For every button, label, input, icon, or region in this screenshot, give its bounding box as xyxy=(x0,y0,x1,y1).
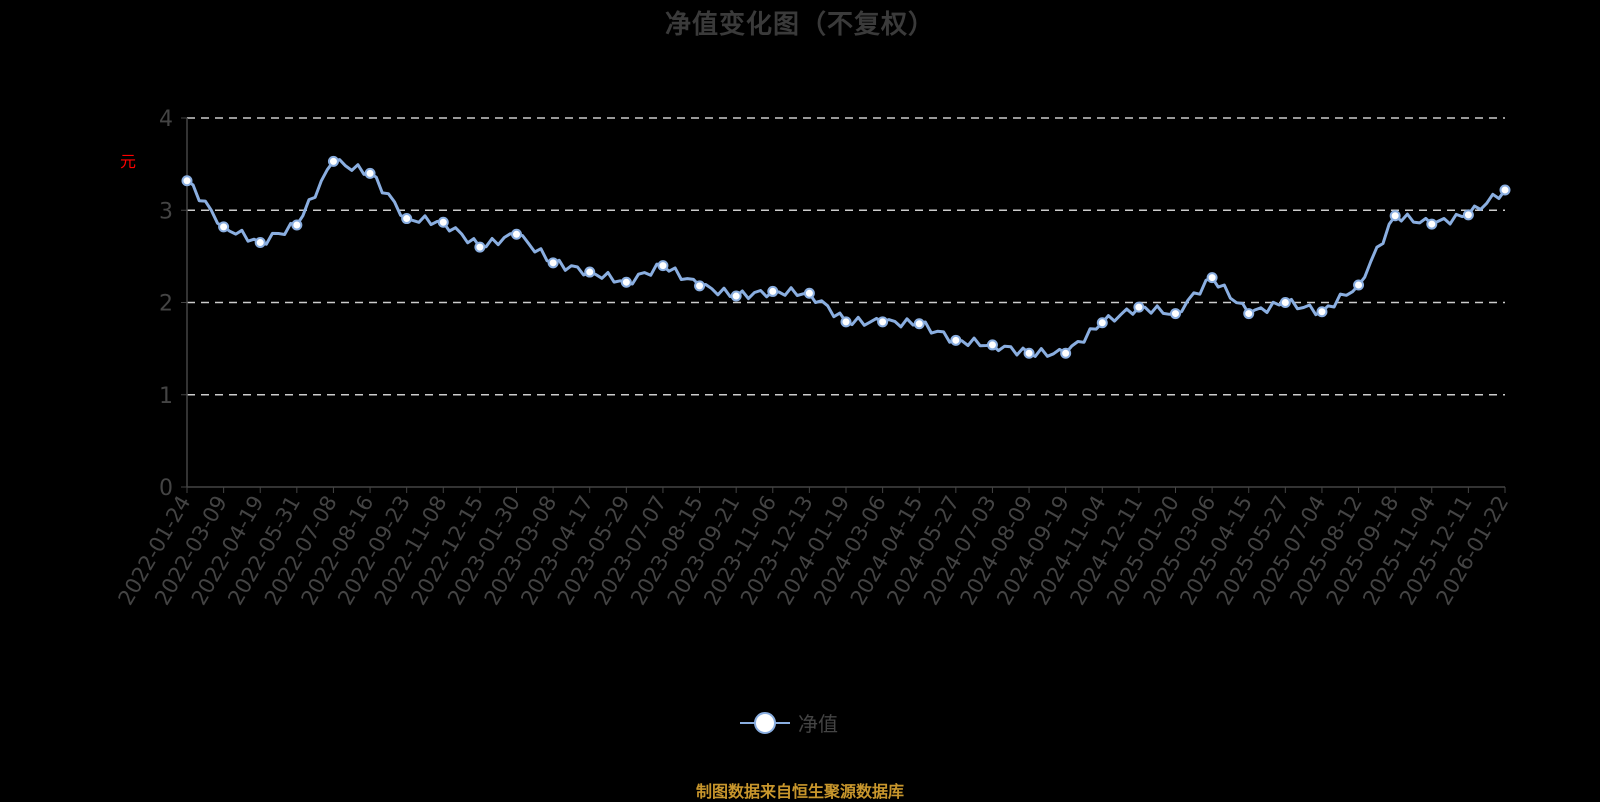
data-point-marker[interactable] xyxy=(1279,297,1291,308)
data-point-marker[interactable] xyxy=(730,290,742,302)
y-axis: 0 1 2 3 4 xyxy=(159,107,188,501)
data-point-marker[interactable] xyxy=(584,266,596,278)
data-point-marker[interactable] xyxy=(1462,209,1474,221)
data-point-marker[interactable] xyxy=(1133,301,1145,313)
grid-lines xyxy=(187,117,1505,396)
data-point-marker[interactable] xyxy=(950,334,962,346)
data-point-marker[interactable] xyxy=(401,213,413,225)
data-point-marker[interactable] xyxy=(803,287,815,299)
data-point-marker[interactable] xyxy=(1426,218,1438,230)
data-point-marker[interactable] xyxy=(1353,279,1365,291)
legend-line-marker-icon xyxy=(740,711,790,734)
data-source-note: 制图数据来自恒生聚源数据库 xyxy=(695,782,904,801)
data-point-marker[interactable] xyxy=(1060,347,1072,359)
data-point-marker[interactable] xyxy=(254,237,266,249)
y-tick-label: 2 xyxy=(159,292,173,317)
data-point-marker[interactable] xyxy=(1206,272,1218,284)
data-point-marker[interactable] xyxy=(1499,184,1511,196)
data-point-marker[interactable] xyxy=(620,276,632,288)
x-axis: 2022-01-242022-03-092022-04-192022-05-31… xyxy=(114,486,1513,609)
y-axis-unit-label: 元 xyxy=(120,152,137,171)
y-tick-label: 0 xyxy=(159,476,173,501)
data-point-marker[interactable] xyxy=(1243,308,1255,320)
data-point-marker[interactable] xyxy=(1023,347,1035,359)
series-net-value[interactable] xyxy=(181,155,1511,359)
data-point-marker[interactable] xyxy=(657,260,669,272)
data-point-marker[interactable] xyxy=(181,175,193,187)
data-point-marker[interactable] xyxy=(547,257,559,269)
data-point-marker[interactable] xyxy=(913,318,925,330)
data-point-marker[interactable] xyxy=(1316,306,1328,318)
data-point-marker[interactable] xyxy=(218,221,230,233)
data-point-marker[interactable] xyxy=(474,241,486,253)
data-point-marker[interactable] xyxy=(1096,317,1108,329)
data-point-marker[interactable] xyxy=(1170,308,1181,320)
data-point-marker[interactable] xyxy=(511,228,522,240)
data-point-marker[interactable] xyxy=(327,155,339,167)
data-point-marker[interactable] xyxy=(291,219,303,231)
legend-label: 净值 xyxy=(798,712,838,736)
legend[interactable]: 净值 xyxy=(740,708,838,737)
data-point-marker[interactable] xyxy=(767,285,779,297)
data-point-marker[interactable] xyxy=(694,280,706,292)
y-tick-label: 4 xyxy=(159,107,173,132)
y-tick-label: 1 xyxy=(159,384,173,409)
data-point-marker[interactable] xyxy=(877,316,889,328)
chart-title: 净值变化图（不复权） xyxy=(664,10,935,40)
data-point-marker[interactable] xyxy=(364,167,376,179)
data-point-marker[interactable] xyxy=(840,316,852,328)
data-point-marker[interactable] xyxy=(437,216,449,228)
data-point-marker[interactable] xyxy=(986,339,998,351)
y-tick-label: 3 xyxy=(159,199,173,224)
data-point-marker[interactable] xyxy=(1389,210,1401,222)
